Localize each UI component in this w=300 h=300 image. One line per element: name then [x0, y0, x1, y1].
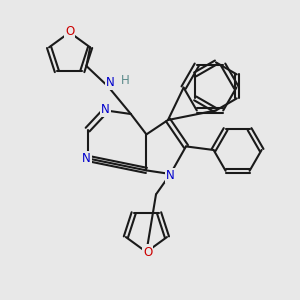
Text: H: H: [120, 74, 129, 87]
Text: O: O: [65, 25, 74, 38]
Text: N: N: [101, 103, 110, 116]
Text: N: N: [106, 76, 115, 89]
Text: N: N: [166, 169, 175, 182]
Text: O: O: [143, 245, 152, 259]
Text: N: N: [82, 152, 91, 165]
